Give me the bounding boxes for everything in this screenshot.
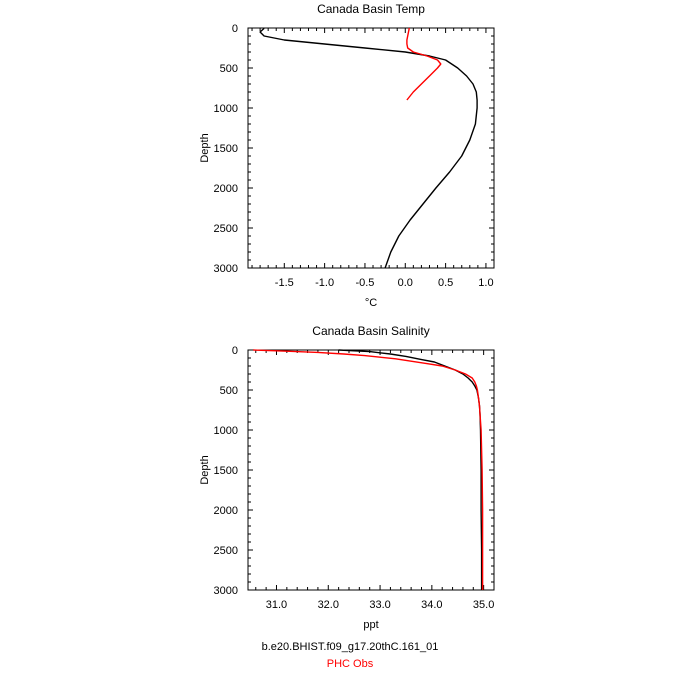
salinity-x-tick-label: 31.0	[266, 599, 287, 611]
salinity-x-axis-label: ppt	[363, 619, 378, 631]
salinity-chart-title: Canada Basin Salinity	[312, 324, 429, 338]
salinity-x-tick-label: 34.0	[421, 599, 442, 611]
temp-x-axis-label: °C	[365, 297, 377, 309]
salinity-x-tick-label: 33.0	[369, 599, 390, 611]
temp-x-tick-label: 0.0	[398, 277, 413, 289]
salinity-obs-line	[253, 349, 484, 590]
legend-model-label: b.e20.BHIST.f09_g17.20thC.161_01	[261, 641, 439, 653]
temp-y-tick-label: 0	[232, 23, 238, 35]
salinity-y-tick-label: 500	[220, 385, 238, 397]
temp-x-tick-label: -1.0	[315, 277, 334, 289]
salinity-y-tick-label: 0	[232, 345, 238, 357]
temp-model-line	[259, 27, 478, 269]
temp-y-tick-label: 500	[220, 63, 238, 75]
temp-x-tick-label: -1.5	[275, 277, 294, 289]
salinity-x-tick-label: 32.0	[318, 599, 339, 611]
salinity-y-tick-label: 1500	[214, 465, 238, 477]
legend-obs-label: PHC Obs	[326, 658, 374, 670]
salinity-y-axis-label: Depth	[199, 455, 211, 484]
temp-y-tick-label: 3000	[214, 263, 238, 275]
temp-x-tick-label: 0.5	[438, 277, 453, 289]
salinity-model-line	[338, 349, 483, 590]
temp-y-tick-label: 2500	[214, 223, 238, 235]
temp-y-tick-label: 2000	[214, 183, 238, 195]
temp-y-tick-label: 1500	[214, 143, 238, 155]
temp-obs-line	[406, 27, 442, 101]
salinity-y-tick-label: 1000	[214, 425, 238, 437]
temp-x-tick-label: -0.5	[355, 277, 374, 289]
temp-chart-title: Canada Basin Temp	[317, 2, 425, 16]
salinity-x-tick-label: 35.0	[473, 599, 494, 611]
salinity-y-tick-label: 2500	[214, 545, 238, 557]
temp-plot-frame	[247, 27, 495, 269]
temp-x-tick-label: 1.0	[478, 277, 493, 289]
temp-y-tick-label: 1000	[214, 103, 238, 115]
temp-y-axis-label: Depth	[199, 133, 211, 162]
salinity-y-tick-label: 2000	[214, 505, 238, 517]
salinity-plot-frame	[247, 349, 495, 591]
salinity-y-tick-label: 3000	[214, 585, 238, 597]
